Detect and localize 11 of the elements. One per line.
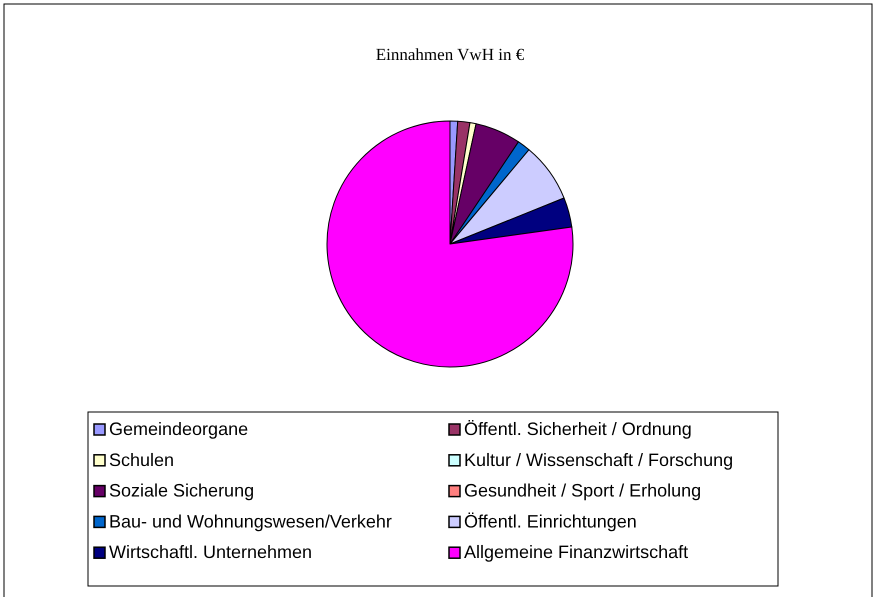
chart-title: Einnahmen VwH in € — [376, 45, 525, 64]
legend-label: Öffentl. Sicherheit / Ordnung — [464, 419, 692, 439]
legend-label: Öffentl. Einrichtungen — [464, 511, 637, 532]
legend-label: Gemeindeorgane — [109, 419, 248, 439]
legend-label: Bau- und Wohnungswesen/Verkehr — [109, 511, 392, 532]
legend-label: Gesundheit / Sport / Erholung — [464, 480, 702, 501]
legend-label: Schulen — [109, 450, 174, 470]
legend-label: Soziale Sicherung — [109, 480, 254, 501]
legend-label: Allgemeine Finanzwirtschaft — [464, 542, 688, 562]
legend-label: Wirtschaftl. Unternehmen — [109, 542, 312, 562]
legend-label: Kultur / Wissenschaft / Forschung — [464, 450, 734, 470]
